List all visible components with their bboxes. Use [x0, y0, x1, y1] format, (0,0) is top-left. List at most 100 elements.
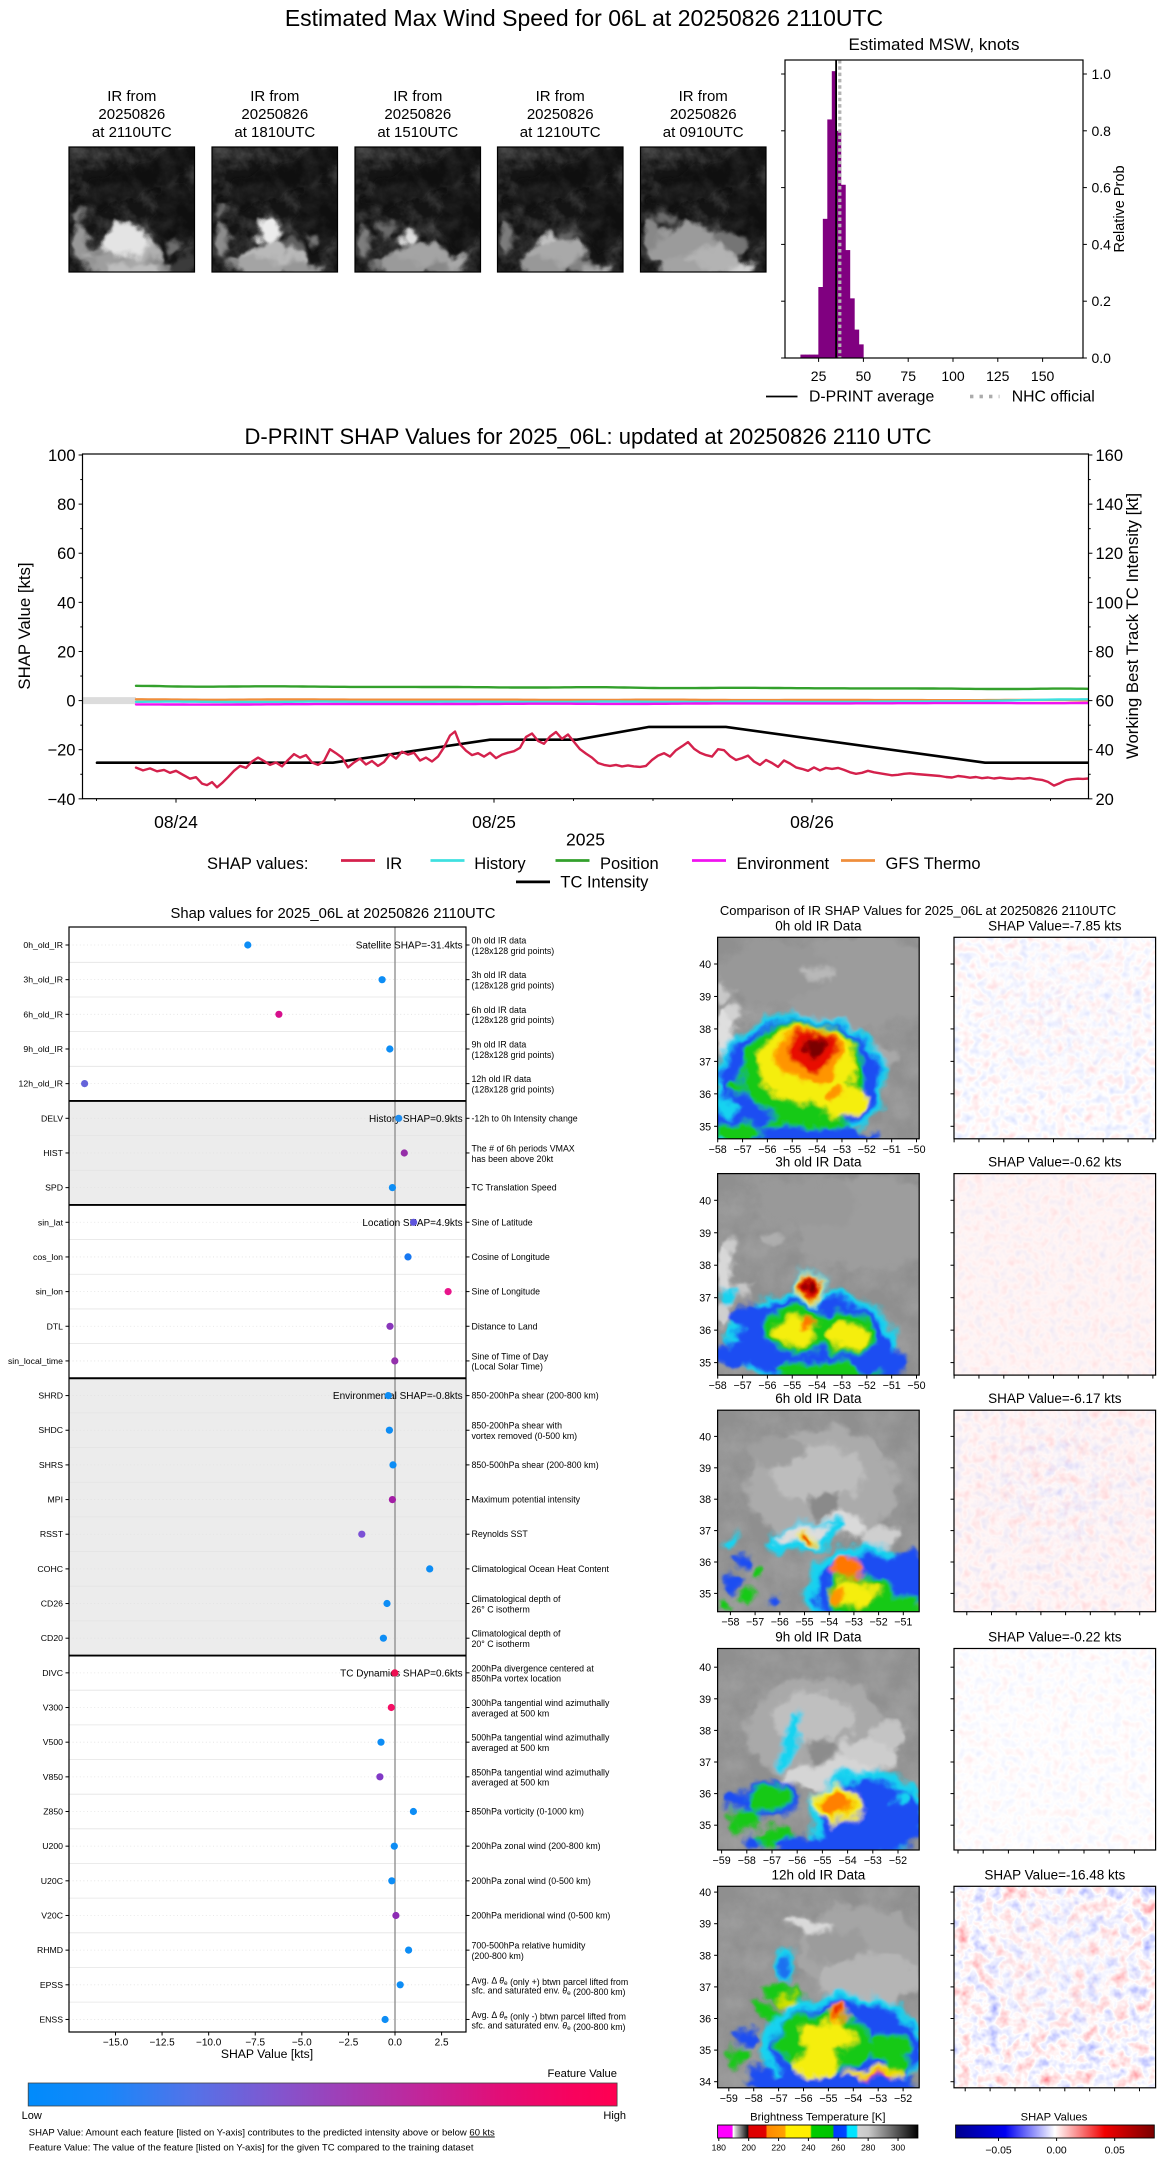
- svg-text:−58: −58: [721, 1617, 739, 1629]
- svg-text:−54: −54: [820, 1617, 838, 1629]
- svg-text:1.0: 1.0: [1092, 66, 1112, 82]
- svg-text:08/25: 08/25: [472, 812, 516, 832]
- svg-text:220: 220: [771, 2143, 786, 2153]
- svg-text:(128x128 grid points): (128x128 grid points): [472, 981, 555, 991]
- svg-text:37: 37: [699, 1056, 711, 1068]
- svg-text:100: 100: [1096, 594, 1124, 612]
- svg-text:has been above 20kt: has been above 20kt: [472, 1154, 554, 1164]
- svg-text:−56: −56: [758, 1380, 776, 1392]
- svg-text:35: 35: [699, 1820, 711, 1832]
- svg-text:−57: −57: [763, 1855, 781, 1867]
- svg-text:Avg. Δ θe (only -) btwn parcel: Avg. Δ θe (only -) btwn parcel lifted fr…: [472, 2010, 626, 2022]
- svg-text:−58: −58: [709, 1144, 727, 1156]
- svg-text:V20C: V20C: [41, 1911, 63, 1921]
- svg-text:DIVC: DIVC: [42, 1668, 63, 1678]
- svg-text:0.4: 0.4: [1092, 236, 1112, 252]
- svg-text:(128x128 grid points): (128x128 grid points): [472, 946, 555, 956]
- svg-text:cos_lon: cos_lon: [33, 1252, 63, 1262]
- svg-text:38: 38: [699, 1260, 711, 1272]
- svg-text:IR from: IR from: [536, 88, 585, 105]
- svg-text:TC Dynamics SHAP=0.6kts: TC Dynamics SHAP=0.6kts: [340, 1668, 463, 1679]
- svg-text:−54: −54: [808, 1144, 826, 1156]
- svg-text:38: 38: [699, 1024, 711, 1036]
- svg-text:34: 34: [699, 2077, 711, 2089]
- svg-text:-12h to 0h Intensity change: -12h to 0h Intensity change: [472, 1113, 578, 1123]
- svg-text:0.8: 0.8: [1092, 123, 1112, 139]
- svg-text:RSST: RSST: [40, 1529, 64, 1539]
- svg-text:850hPa tangential wind azimuth: 850hPa tangential wind azimuthally: [472, 1767, 611, 1777]
- svg-text:Maximum potential intensity: Maximum potential intensity: [472, 1495, 581, 1505]
- svg-text:(128x128 grid points): (128x128 grid points): [472, 1015, 555, 1025]
- svg-text:12h_old_IR: 12h_old_IR: [19, 1079, 63, 1089]
- svg-text:300hPa tangential wind azimuth: 300hPa tangential wind azimuthally: [472, 1698, 611, 1708]
- svg-text:−58: −58: [709, 1380, 727, 1392]
- svg-text:37: 37: [699, 1526, 711, 1538]
- svg-text:RHMD: RHMD: [37, 1945, 63, 1955]
- svg-text:−53: −53: [833, 1144, 851, 1156]
- svg-text:0.05: 0.05: [1105, 2146, 1125, 2157]
- svg-text:0.0: 0.0: [388, 2038, 402, 2049]
- svg-text:Working Best Track TC Intensit: Working Best Track TC Intensity [kt]: [1123, 493, 1142, 759]
- svg-text:Avg. Δ θe (only +) btwn parcel: Avg. Δ θe (only +) btwn parcel lifted fr…: [472, 1975, 629, 1987]
- svg-text:20: 20: [1096, 791, 1114, 809]
- svg-text:38: 38: [699, 1950, 711, 1962]
- svg-text:−57: −57: [746, 1617, 764, 1629]
- svg-text:Cosine of Longitude: Cosine of Longitude: [472, 1252, 550, 1262]
- svg-text:200hPa zonal wind (200-800 km): 200hPa zonal wind (200-800 km): [472, 1841, 601, 1851]
- svg-text:U20C: U20C: [41, 1876, 63, 1886]
- svg-text:Climatological depth of: Climatological depth of: [472, 1594, 562, 1604]
- svg-text:20250826: 20250826: [670, 106, 737, 123]
- svg-text:(128x128 grid points): (128x128 grid points): [472, 1084, 555, 1094]
- svg-text:39: 39: [699, 1228, 711, 1240]
- svg-text:−56: −56: [771, 1617, 789, 1629]
- svg-text:−2.5: −2.5: [339, 2038, 359, 2049]
- svg-text:−59: −59: [713, 1855, 731, 1867]
- svg-text:850hPa vortex location: 850hPa vortex location: [472, 1674, 562, 1684]
- svg-text:2.5: 2.5: [435, 2038, 449, 2049]
- svg-text:200hPa meridional wind (0-500: 200hPa meridional wind (0-500 km): [472, 1911, 611, 1921]
- svg-text:9h_old_IR: 9h_old_IR: [23, 1044, 63, 1054]
- svg-text:−52: −52: [889, 1855, 907, 1867]
- svg-text:0h_old_IR: 0h_old_IR: [23, 940, 63, 950]
- svg-text:Distance to Land: Distance to Land: [472, 1321, 538, 1331]
- svg-text:sin_local_time: sin_local_time: [8, 1356, 63, 1366]
- svg-text:−51: −51: [883, 1144, 901, 1156]
- svg-text:HIST: HIST: [43, 1148, 63, 1158]
- svg-text:−57: −57: [734, 1144, 752, 1156]
- svg-text:−52: −52: [858, 1380, 876, 1392]
- svg-text:SHAP Value=-0.22 kts: SHAP Value=-0.22 kts: [988, 1630, 1122, 1645]
- svg-text:History SHAP=0.9kts: History SHAP=0.9kts: [369, 1114, 463, 1125]
- svg-text:sin_lat: sin_lat: [38, 1217, 64, 1227]
- svg-text:SHAP Value=-16.48 kts: SHAP Value=-16.48 kts: [984, 1867, 1125, 1882]
- svg-text:38: 38: [699, 1725, 711, 1737]
- svg-text:60: 60: [57, 545, 75, 563]
- svg-text:V500: V500: [43, 1737, 63, 1747]
- svg-text:Climatological depth of: Climatological depth of: [472, 1629, 562, 1639]
- svg-text:60: 60: [1096, 693, 1114, 711]
- svg-text:at 1810UTC: at 1810UTC: [234, 124, 315, 141]
- svg-text:Reynolds SST: Reynolds SST: [472, 1529, 529, 1539]
- svg-text:100: 100: [48, 447, 76, 465]
- svg-text:D-PRINT SHAP Values for 2025_0: D-PRINT SHAP Values for 2025_06L: update…: [245, 424, 932, 449]
- svg-text:−56: −56: [794, 2093, 812, 2105]
- svg-text:CD26: CD26: [41, 1599, 63, 1609]
- svg-text:GFS Thermo: GFS Thermo: [886, 855, 981, 873]
- svg-text:at 0910UTC: at 0910UTC: [663, 124, 744, 141]
- svg-text:40: 40: [699, 1431, 711, 1443]
- svg-text:Estimated Max Wind Speed for 0: Estimated Max Wind Speed for 06L at 2025…: [285, 5, 883, 31]
- svg-text:35: 35: [699, 1588, 711, 1600]
- svg-text:−55: −55: [813, 1855, 831, 1867]
- svg-text:SPD: SPD: [45, 1183, 63, 1193]
- svg-text:−7.5: −7.5: [245, 2038, 265, 2049]
- svg-text:−40: −40: [48, 791, 76, 809]
- svg-text:200: 200: [742, 2143, 757, 2153]
- svg-text:Satellite SHAP=-31.4kts: Satellite SHAP=-31.4kts: [356, 941, 463, 952]
- svg-text:160: 160: [1096, 447, 1124, 465]
- svg-text:−55: −55: [783, 1144, 801, 1156]
- svg-text:−58: −58: [738, 1855, 756, 1867]
- svg-text:0.6: 0.6: [1092, 180, 1112, 196]
- svg-text:37: 37: [699, 1293, 711, 1305]
- svg-text:80: 80: [57, 496, 75, 514]
- svg-text:Sine of Latitude: Sine of Latitude: [472, 1217, 533, 1227]
- svg-text:0: 0: [66, 693, 75, 711]
